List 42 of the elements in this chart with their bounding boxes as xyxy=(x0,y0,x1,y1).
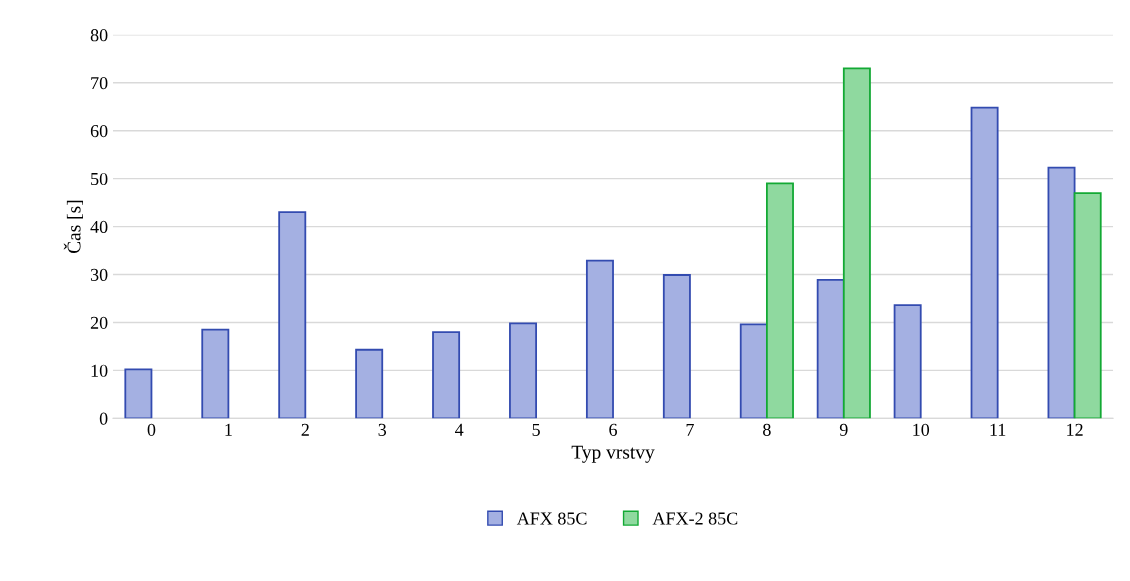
bar xyxy=(662,274,691,419)
bar xyxy=(765,182,794,419)
y-tick-label: 40 xyxy=(90,220,108,234)
x-tick-label: 2 xyxy=(301,423,309,436)
y-tick-label: 30 xyxy=(90,268,108,281)
bar xyxy=(893,304,922,419)
y-axis-title: Čas [s] xyxy=(63,200,83,254)
y-tick-label: 50 xyxy=(91,172,108,186)
x-tick-label: 7 xyxy=(686,423,694,436)
bar xyxy=(1047,166,1076,419)
x-tick-label: 8 xyxy=(763,423,771,436)
x-axis-title: Typ vrstvy xyxy=(571,445,655,463)
bar xyxy=(816,278,845,419)
x-tick-label: 0 xyxy=(147,423,156,436)
y-tick-label: 60 xyxy=(90,124,108,138)
bar xyxy=(585,259,614,419)
x-tick-label: 6 xyxy=(609,423,617,436)
x-tick-label: 9 xyxy=(839,423,848,436)
bar xyxy=(842,67,871,419)
x-tick-label: 12 xyxy=(1067,423,1083,436)
bar xyxy=(278,211,307,419)
y-tick-label: 20 xyxy=(90,316,108,329)
y-tick-label: 70 xyxy=(91,77,108,90)
y-tick-label: 80 xyxy=(90,29,108,42)
y-tick-label: 0 xyxy=(99,412,108,425)
bar xyxy=(509,322,538,419)
x-tick-label: 11 xyxy=(990,423,1006,436)
legend-label: AFX-2 85C xyxy=(652,512,738,525)
x-tick-label: 3 xyxy=(378,423,387,436)
bar xyxy=(201,328,230,419)
bar xyxy=(124,368,153,419)
bar xyxy=(355,348,384,419)
y-tick-label: 10 xyxy=(91,364,108,377)
x-tick-label: 4 xyxy=(455,423,464,436)
bar xyxy=(970,106,999,419)
x-tick-label: 1 xyxy=(225,423,232,436)
x-tick-label: 5 xyxy=(532,423,540,436)
x-tick-label: 10 xyxy=(913,423,930,436)
bar xyxy=(432,331,461,419)
bar xyxy=(1073,192,1102,419)
bar xyxy=(739,323,768,419)
legend-label: AFX 85C xyxy=(516,512,587,525)
